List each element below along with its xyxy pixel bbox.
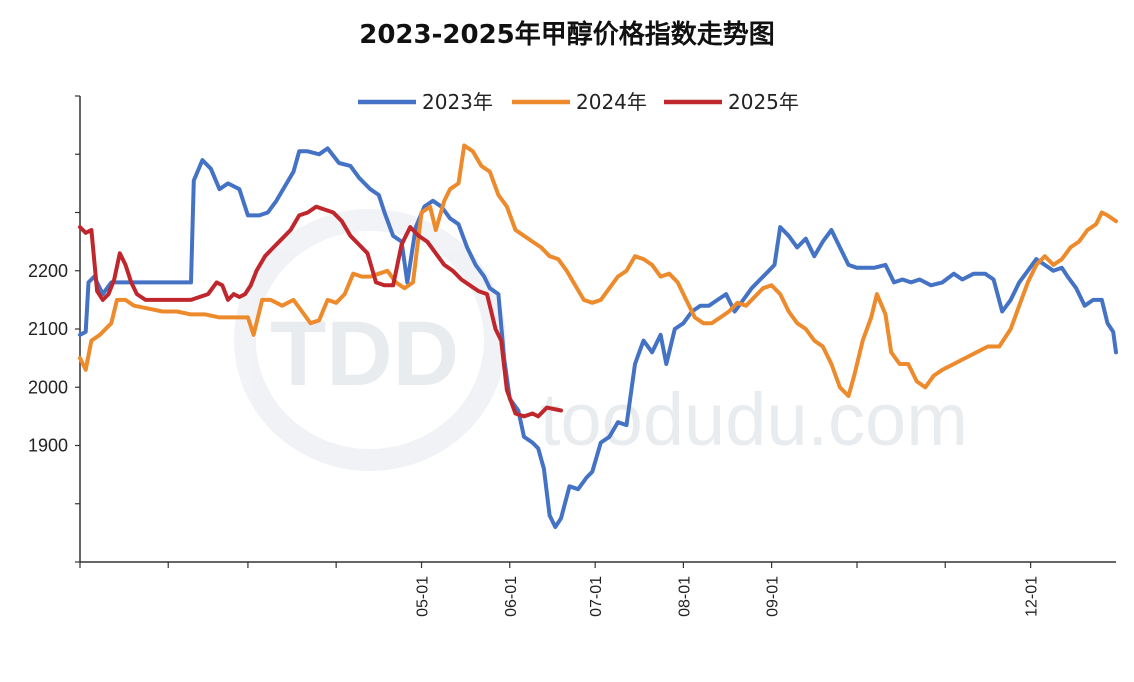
legend: 2023年 2024年 2025年: [358, 90, 799, 114]
legend-label-3: 2025年: [728, 90, 799, 114]
series-line-3: [78, 204, 563, 419]
x-tick-label: 12-01: [1024, 576, 1041, 617]
series-line-1: [78, 146, 1118, 529]
x-tick-label: 07-01: [588, 576, 605, 617]
x-tick-label: 05-01: [415, 576, 432, 617]
x-tick-label: 06-01: [503, 576, 520, 617]
x-tick-label: 08-01: [676, 576, 693, 617]
y-tick-label: 1900: [28, 436, 68, 456]
y-tick-label: 2000: [28, 377, 68, 397]
x-tick-label: 09-01: [765, 576, 782, 617]
series-layer: [78, 143, 1118, 529]
watermark-logo: TDD toodudu.com: [234, 209, 968, 471]
chart-title: 2023-2025年甲醇价格指数走势图: [359, 20, 775, 50]
svg-text:toodudu.com: toodudu.com: [540, 378, 968, 461]
legend-label-2: 2024年: [576, 90, 647, 114]
legend-label-1: 2023年: [422, 90, 493, 114]
axes: 1900 2000 2100 2200 05-01 06-01 07-01 08-01 09-0…: [28, 95, 1116, 617]
y-tick-label: 2200: [28, 261, 68, 281]
y-tick-label: 2100: [28, 319, 68, 339]
svg-text:TDD: TDD: [270, 303, 459, 405]
series-line-2: [78, 143, 1118, 398]
